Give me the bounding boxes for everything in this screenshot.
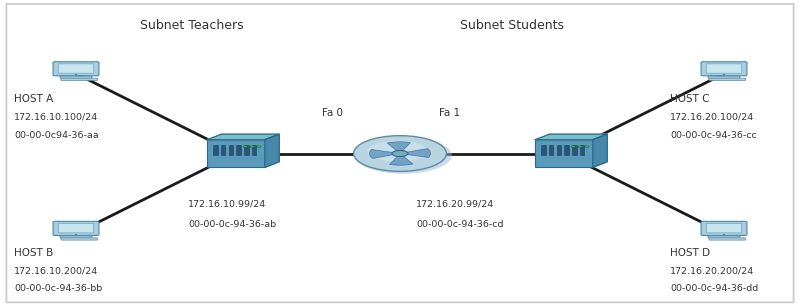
FancyBboxPatch shape: [244, 145, 249, 155]
FancyBboxPatch shape: [706, 64, 742, 73]
Text: 172.16.20.99/24: 172.16.20.99/24: [416, 200, 494, 209]
FancyBboxPatch shape: [53, 62, 99, 76]
Ellipse shape: [354, 136, 446, 171]
Text: HOST C: HOST C: [670, 94, 710, 104]
Polygon shape: [593, 134, 607, 167]
FancyBboxPatch shape: [557, 145, 561, 155]
FancyBboxPatch shape: [709, 78, 746, 80]
FancyBboxPatch shape: [53, 221, 99, 235]
FancyBboxPatch shape: [535, 140, 593, 167]
Text: 172.16.20.200/24: 172.16.20.200/24: [670, 266, 754, 275]
Text: 00-00-0c-94-36-cc: 00-00-0c-94-36-cc: [670, 131, 757, 140]
FancyBboxPatch shape: [229, 145, 233, 155]
FancyBboxPatch shape: [61, 78, 98, 80]
Circle shape: [571, 146, 575, 147]
Text: Subnet Teachers: Subnet Teachers: [140, 19, 244, 32]
Text: 00-00-0c94-36-aa: 00-00-0c94-36-aa: [14, 131, 99, 140]
FancyBboxPatch shape: [706, 223, 742, 233]
Text: 00-00-0c-94-36-ab: 00-00-0c-94-36-ab: [188, 220, 276, 229]
FancyBboxPatch shape: [6, 4, 794, 302]
Polygon shape: [387, 142, 410, 151]
Circle shape: [585, 146, 589, 147]
Text: 172.16.10.100/24: 172.16.10.100/24: [14, 113, 98, 122]
FancyBboxPatch shape: [708, 236, 740, 238]
Text: 172.16.10.99/24: 172.16.10.99/24: [188, 200, 266, 209]
Text: Fa 1: Fa 1: [439, 108, 460, 118]
FancyBboxPatch shape: [236, 145, 241, 155]
FancyBboxPatch shape: [580, 145, 585, 155]
Polygon shape: [265, 134, 279, 167]
FancyBboxPatch shape: [58, 223, 94, 233]
FancyBboxPatch shape: [701, 62, 747, 76]
Circle shape: [257, 146, 261, 147]
Text: 00-00-0c-94-36-dd: 00-00-0c-94-36-dd: [670, 284, 758, 293]
Text: 00-00-0c-94-36-cd: 00-00-0c-94-36-cd: [416, 220, 503, 229]
Circle shape: [250, 146, 254, 147]
FancyBboxPatch shape: [60, 76, 92, 79]
Polygon shape: [370, 150, 394, 158]
Ellipse shape: [354, 137, 452, 174]
Polygon shape: [390, 156, 413, 165]
Text: 172.16.20.100/24: 172.16.20.100/24: [670, 113, 754, 122]
Polygon shape: [406, 149, 430, 157]
FancyBboxPatch shape: [252, 145, 257, 155]
Text: HOST B: HOST B: [14, 248, 54, 258]
Text: 172.16.10.200/24: 172.16.10.200/24: [14, 266, 98, 275]
FancyBboxPatch shape: [572, 145, 577, 155]
Text: 00-00-0c-94-36-bb: 00-00-0c-94-36-bb: [14, 284, 102, 293]
Text: Subnet Students: Subnet Students: [460, 19, 564, 32]
FancyBboxPatch shape: [61, 238, 98, 240]
Circle shape: [392, 150, 408, 157]
Text: Fa 0: Fa 0: [322, 108, 342, 118]
FancyBboxPatch shape: [58, 64, 94, 73]
Ellipse shape: [367, 141, 428, 161]
FancyBboxPatch shape: [60, 236, 92, 238]
Text: HOST D: HOST D: [670, 248, 710, 258]
FancyBboxPatch shape: [708, 76, 740, 79]
FancyBboxPatch shape: [709, 238, 746, 240]
Polygon shape: [207, 134, 279, 140]
Circle shape: [243, 146, 247, 147]
Text: HOST A: HOST A: [14, 94, 54, 104]
FancyBboxPatch shape: [564, 145, 569, 155]
FancyBboxPatch shape: [213, 145, 218, 155]
FancyBboxPatch shape: [701, 221, 747, 235]
FancyBboxPatch shape: [221, 145, 226, 155]
FancyBboxPatch shape: [541, 145, 546, 155]
FancyBboxPatch shape: [207, 140, 265, 167]
FancyBboxPatch shape: [549, 145, 554, 155]
Circle shape: [578, 146, 582, 147]
Polygon shape: [535, 134, 607, 140]
